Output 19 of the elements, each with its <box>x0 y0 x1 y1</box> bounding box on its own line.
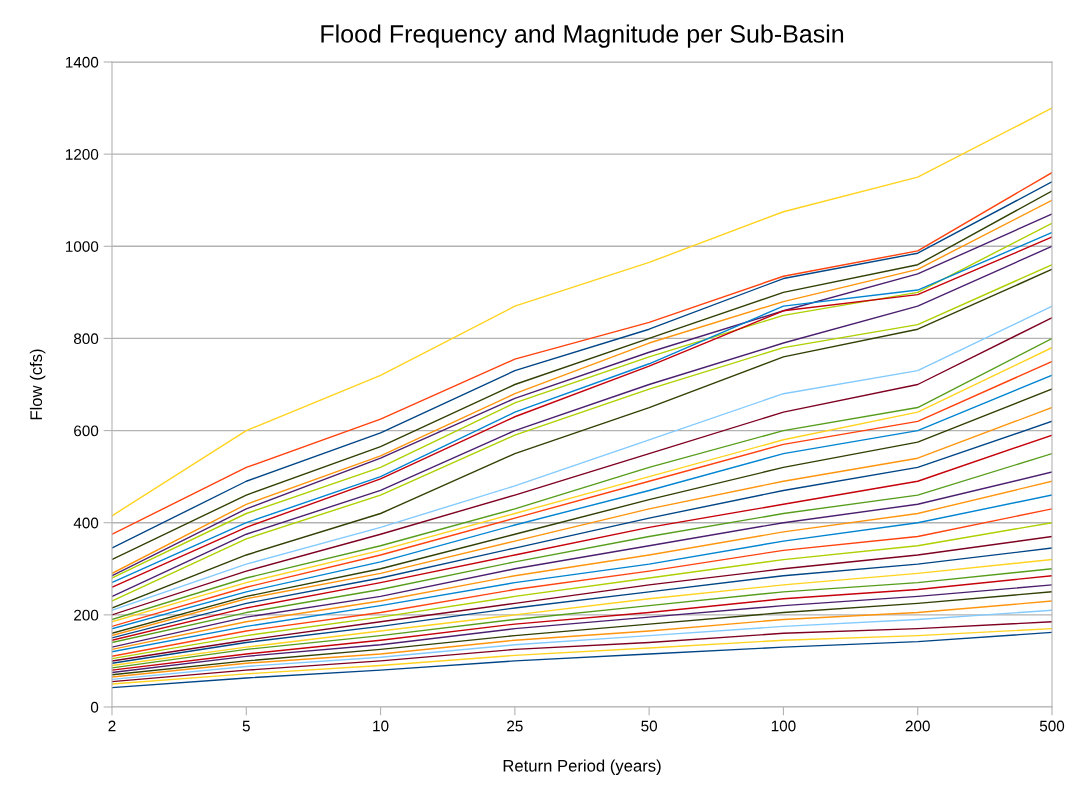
y-tick-label: 1400 <box>65 56 99 68</box>
x-tick-label: 500 <box>1039 720 1065 732</box>
y-tick-label: 600 <box>74 425 99 437</box>
x-tick-label: 10 <box>373 720 389 732</box>
y-tick-label: 0 <box>90 701 99 713</box>
chart-title: Flood Frequency and Magnitude per Sub-Basin <box>321 24 844 48</box>
y-tick-label: 1000 <box>65 241 99 252</box>
x-tick-label: 50 <box>641 720 658 732</box>
x-tick-label: 5 <box>242 720 250 732</box>
y-axis-title: Flow (cfs) <box>29 349 46 420</box>
y-tick-label: 1200 <box>65 149 99 160</box>
x-tick-label: 100 <box>771 720 796 732</box>
x-axis-title: Return Period (years) <box>503 759 661 775</box>
y-tick-label: 800 <box>73 333 99 345</box>
x-tick-label: 25 <box>507 720 523 732</box>
y-tick-label: 400 <box>73 517 99 529</box>
y-tick-label: 200 <box>74 609 99 621</box>
x-tick-label: 200 <box>905 720 930 732</box>
x-tick-label: 2 <box>108 720 116 732</box>
